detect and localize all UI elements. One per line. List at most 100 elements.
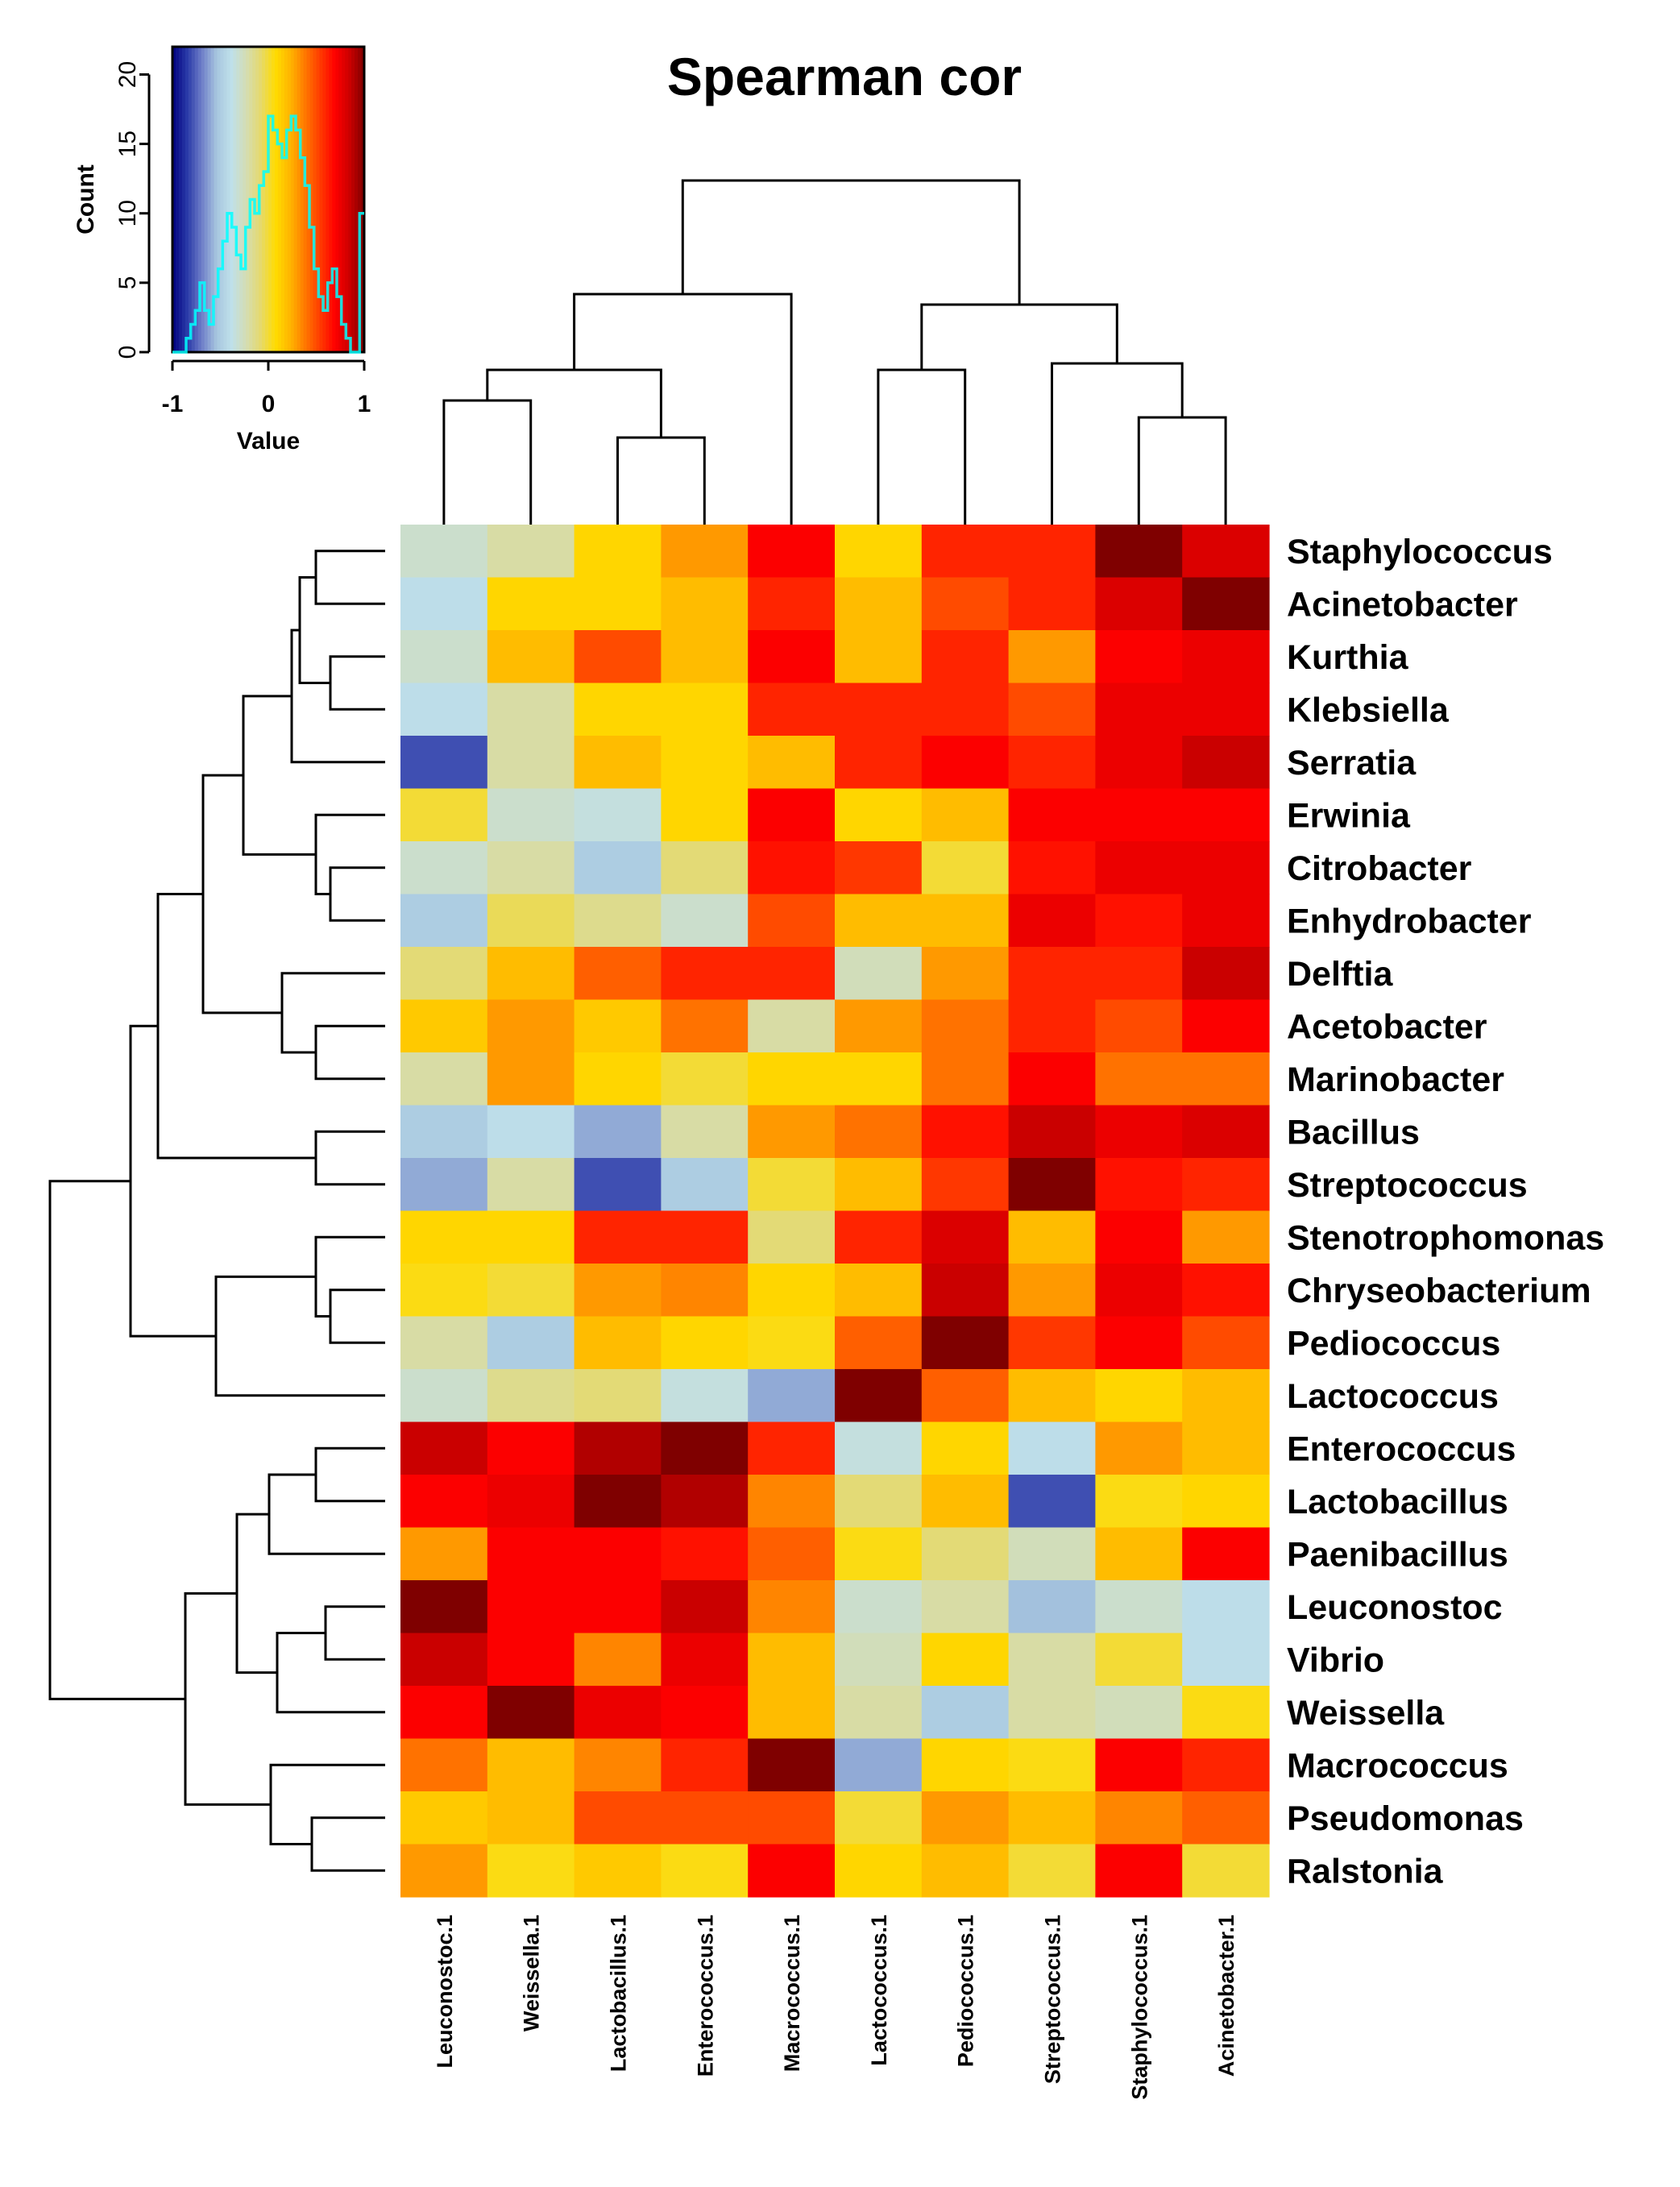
color-key-swatch <box>297 47 301 352</box>
heatmap-cell-weissella-lactococcus-1 <box>835 1686 923 1740</box>
heatmap-cell-acinetobacter-lactobacillus-1 <box>574 577 662 631</box>
heatmap-cell-pediococcus-acinetobacter-1 <box>1182 1316 1270 1370</box>
heatmap-cell-delftia-acinetobacter-1 <box>1182 947 1270 1001</box>
heatmap-cell-delftia-pediococcus-1 <box>921 947 1010 1001</box>
heatmap-cell-serratia-leuconostoc-1 <box>400 736 488 790</box>
heatmap-cell-delftia-lactobacillus-1 <box>574 947 662 1001</box>
heatmap-cell-chryseobacterium-macrococcus-1 <box>748 1264 836 1318</box>
color-key-swatch <box>342 47 346 352</box>
color-key-swatch <box>265 47 269 352</box>
heatmap-cell-staphylococcus-macrococcus-1 <box>748 525 836 579</box>
color-key-swatch <box>172 47 176 352</box>
heatmap-cell-marinobacter-enterococcus-1 <box>661 1052 749 1106</box>
heatmap-cell-stenotrophomonas-lactobacillus-1 <box>574 1210 662 1264</box>
heatmap-cell-paenibacillus-leuconostoc-1 <box>400 1527 488 1581</box>
row-label-enhydrobacter: Enhydrobacter <box>1287 902 1532 940</box>
column-label-acinetobacter-1: Acinetobacter.1 <box>1214 1915 1238 2077</box>
row-dendrogram-branch <box>129 1024 216 1338</box>
heatmap-cell-lactobacillus-pediococcus-1 <box>921 1475 1010 1529</box>
color-key-swatch <box>277 47 282 352</box>
row-label-citrobacter: Citrobacter <box>1287 849 1472 888</box>
heatmap-cell-acetobacter-macrococcus-1 <box>748 999 836 1053</box>
color-key-swatch <box>345 47 349 352</box>
color-key-y-tick-label: 0 <box>114 346 141 359</box>
heatmap-cell-klebsiella-macrococcus-1 <box>748 683 836 737</box>
heatmap-cell-erwinia-enterococcus-1 <box>661 788 749 842</box>
row-dendrogram <box>48 550 385 1872</box>
heatmap-cell-serratia-lactococcus-1 <box>835 736 923 790</box>
heatmap-cell-stenotrophomonas-streptococcus-1 <box>1008 1210 1096 1264</box>
row-label-vibrio: Vibrio <box>1287 1641 1384 1679</box>
heatmap-cell-enhydrobacter-leuconostoc-1 <box>400 894 488 948</box>
heatmap-cell-erwinia-leuconostoc-1 <box>400 788 488 842</box>
color-key-swatch <box>233 47 237 352</box>
color-key-swatch <box>335 47 339 352</box>
row-dendrogram-branch <box>314 1235 385 1318</box>
column-dendrogram-branch <box>1051 362 1184 525</box>
row-dendrogram-branch <box>314 550 385 605</box>
heatmap-cell-kurthia-staphylococcus-1 <box>1095 630 1183 684</box>
column-label-lactobacillus-1: Lactobacillus.1 <box>607 1915 631 2072</box>
heatmap-cell-enhydrobacter-weissella-1 <box>487 894 575 948</box>
color-key-swatch <box>178 47 183 352</box>
row-label-weissella: Weissella <box>1287 1694 1445 1733</box>
heatmap-cell-leuconostoc-weissella-1 <box>487 1580 575 1634</box>
heatmap-cell-macrococcus-macrococcus-1 <box>748 1738 836 1792</box>
heatmap-cells <box>400 525 1270 1898</box>
heatmap-cell-paenibacillus-macrococcus-1 <box>748 1527 836 1581</box>
heatmap-cell-serratia-streptococcus-1 <box>1008 736 1096 790</box>
column-label-pediococcus-1: Pediococcus.1 <box>954 1915 978 2067</box>
color-key-y-label: Count <box>73 164 99 234</box>
row-dendrogram-branch <box>48 1180 185 1700</box>
heatmap-cell-paenibacillus-enterococcus-1 <box>661 1527 749 1581</box>
heatmap-cell-klebsiella-pediococcus-1 <box>921 683 1010 737</box>
heatmap-cell-vibrio-macrococcus-1 <box>748 1633 836 1687</box>
heatmap-cell-lactococcus-lactococcus-1 <box>835 1369 923 1423</box>
heatmap-cell-acinetobacter-leuconostoc-1 <box>400 577 488 631</box>
heatmap-cell-acetobacter-acinetobacter-1 <box>1182 999 1270 1053</box>
heatmap-cell-weissella-acinetobacter-1 <box>1182 1686 1270 1740</box>
color-key-swatch <box>319 47 324 352</box>
row-label-staphylococcus: Staphylococcus <box>1287 533 1553 571</box>
heatmap-cell-macrococcus-lactobacillus-1 <box>574 1738 662 1792</box>
column-dendrogram-branch <box>1137 416 1227 525</box>
heatmap-cell-marinobacter-pediococcus-1 <box>921 1052 1010 1106</box>
color-key-swatch <box>355 47 359 352</box>
heatmap-cell-stenotrophomonas-pediococcus-1 <box>921 1210 1010 1264</box>
heatmap-cell-enhydrobacter-macrococcus-1 <box>748 894 836 948</box>
row-dendrogram-branch <box>314 813 385 895</box>
heatmap-cell-delftia-enterococcus-1 <box>661 947 749 1001</box>
column-dendrogram-branch <box>681 179 1021 305</box>
heatmap-cell-klebsiella-weissella-1 <box>487 683 575 737</box>
heatmap-cell-streptococcus-streptococcus-1 <box>1008 1158 1096 1212</box>
row-dendrogram-branch <box>268 1473 385 1555</box>
heatmap-cell-kurthia-enterococcus-1 <box>661 630 749 684</box>
heatmap-cell-staphylococcus-leuconostoc-1 <box>400 525 488 579</box>
color-key-swatch <box>239 47 243 352</box>
heatmap-cell-bacillus-enterococcus-1 <box>661 1105 749 1159</box>
heatmap-cell-paenibacillus-staphylococcus-1 <box>1095 1527 1183 1581</box>
heatmap-cell-vibrio-lactococcus-1 <box>835 1633 923 1687</box>
heatmap-cell-paenibacillus-streptococcus-1 <box>1008 1527 1096 1581</box>
heatmap-cell-pediococcus-lactobacillus-1 <box>574 1316 662 1370</box>
heatmap-cell-enterococcus-lactobacillus-1 <box>574 1421 662 1475</box>
heatmap-cell-klebsiella-enterococcus-1 <box>661 683 749 737</box>
column-label-enterococcus-1: Enterococcus.1 <box>693 1915 717 2077</box>
row-label-lactobacillus: Lactobacillus <box>1287 1483 1508 1521</box>
row-label-pediococcus: Pediococcus <box>1287 1324 1500 1363</box>
row-dendrogram-branch <box>329 1289 385 1344</box>
heatmap-cell-staphylococcus-streptococcus-1 <box>1008 525 1096 579</box>
row-label-lactococcus: Lactococcus <box>1287 1377 1499 1416</box>
heatmap-cell-ralstonia-weissella-1 <box>487 1844 575 1898</box>
heatmap-cell-acetobacter-streptococcus-1 <box>1008 999 1096 1053</box>
heatmap-cell-enhydrobacter-staphylococcus-1 <box>1095 894 1183 948</box>
row-label-delftia: Delftia <box>1287 955 1394 994</box>
row-dendrogram-branch <box>276 1632 385 1714</box>
heatmap-cell-pediococcus-lactococcus-1 <box>835 1316 923 1370</box>
heatmap-cell-serratia-weissella-1 <box>487 736 575 790</box>
heatmap-cell-enhydrobacter-lactobacillus-1 <box>574 894 662 948</box>
heatmap-cell-citrobacter-staphylococcus-1 <box>1095 841 1183 895</box>
row-dendrogram-branch <box>235 1513 277 1674</box>
heatmap-cell-kurthia-streptococcus-1 <box>1008 630 1096 684</box>
heatmap-cell-chryseobacterium-acinetobacter-1 <box>1182 1264 1270 1318</box>
